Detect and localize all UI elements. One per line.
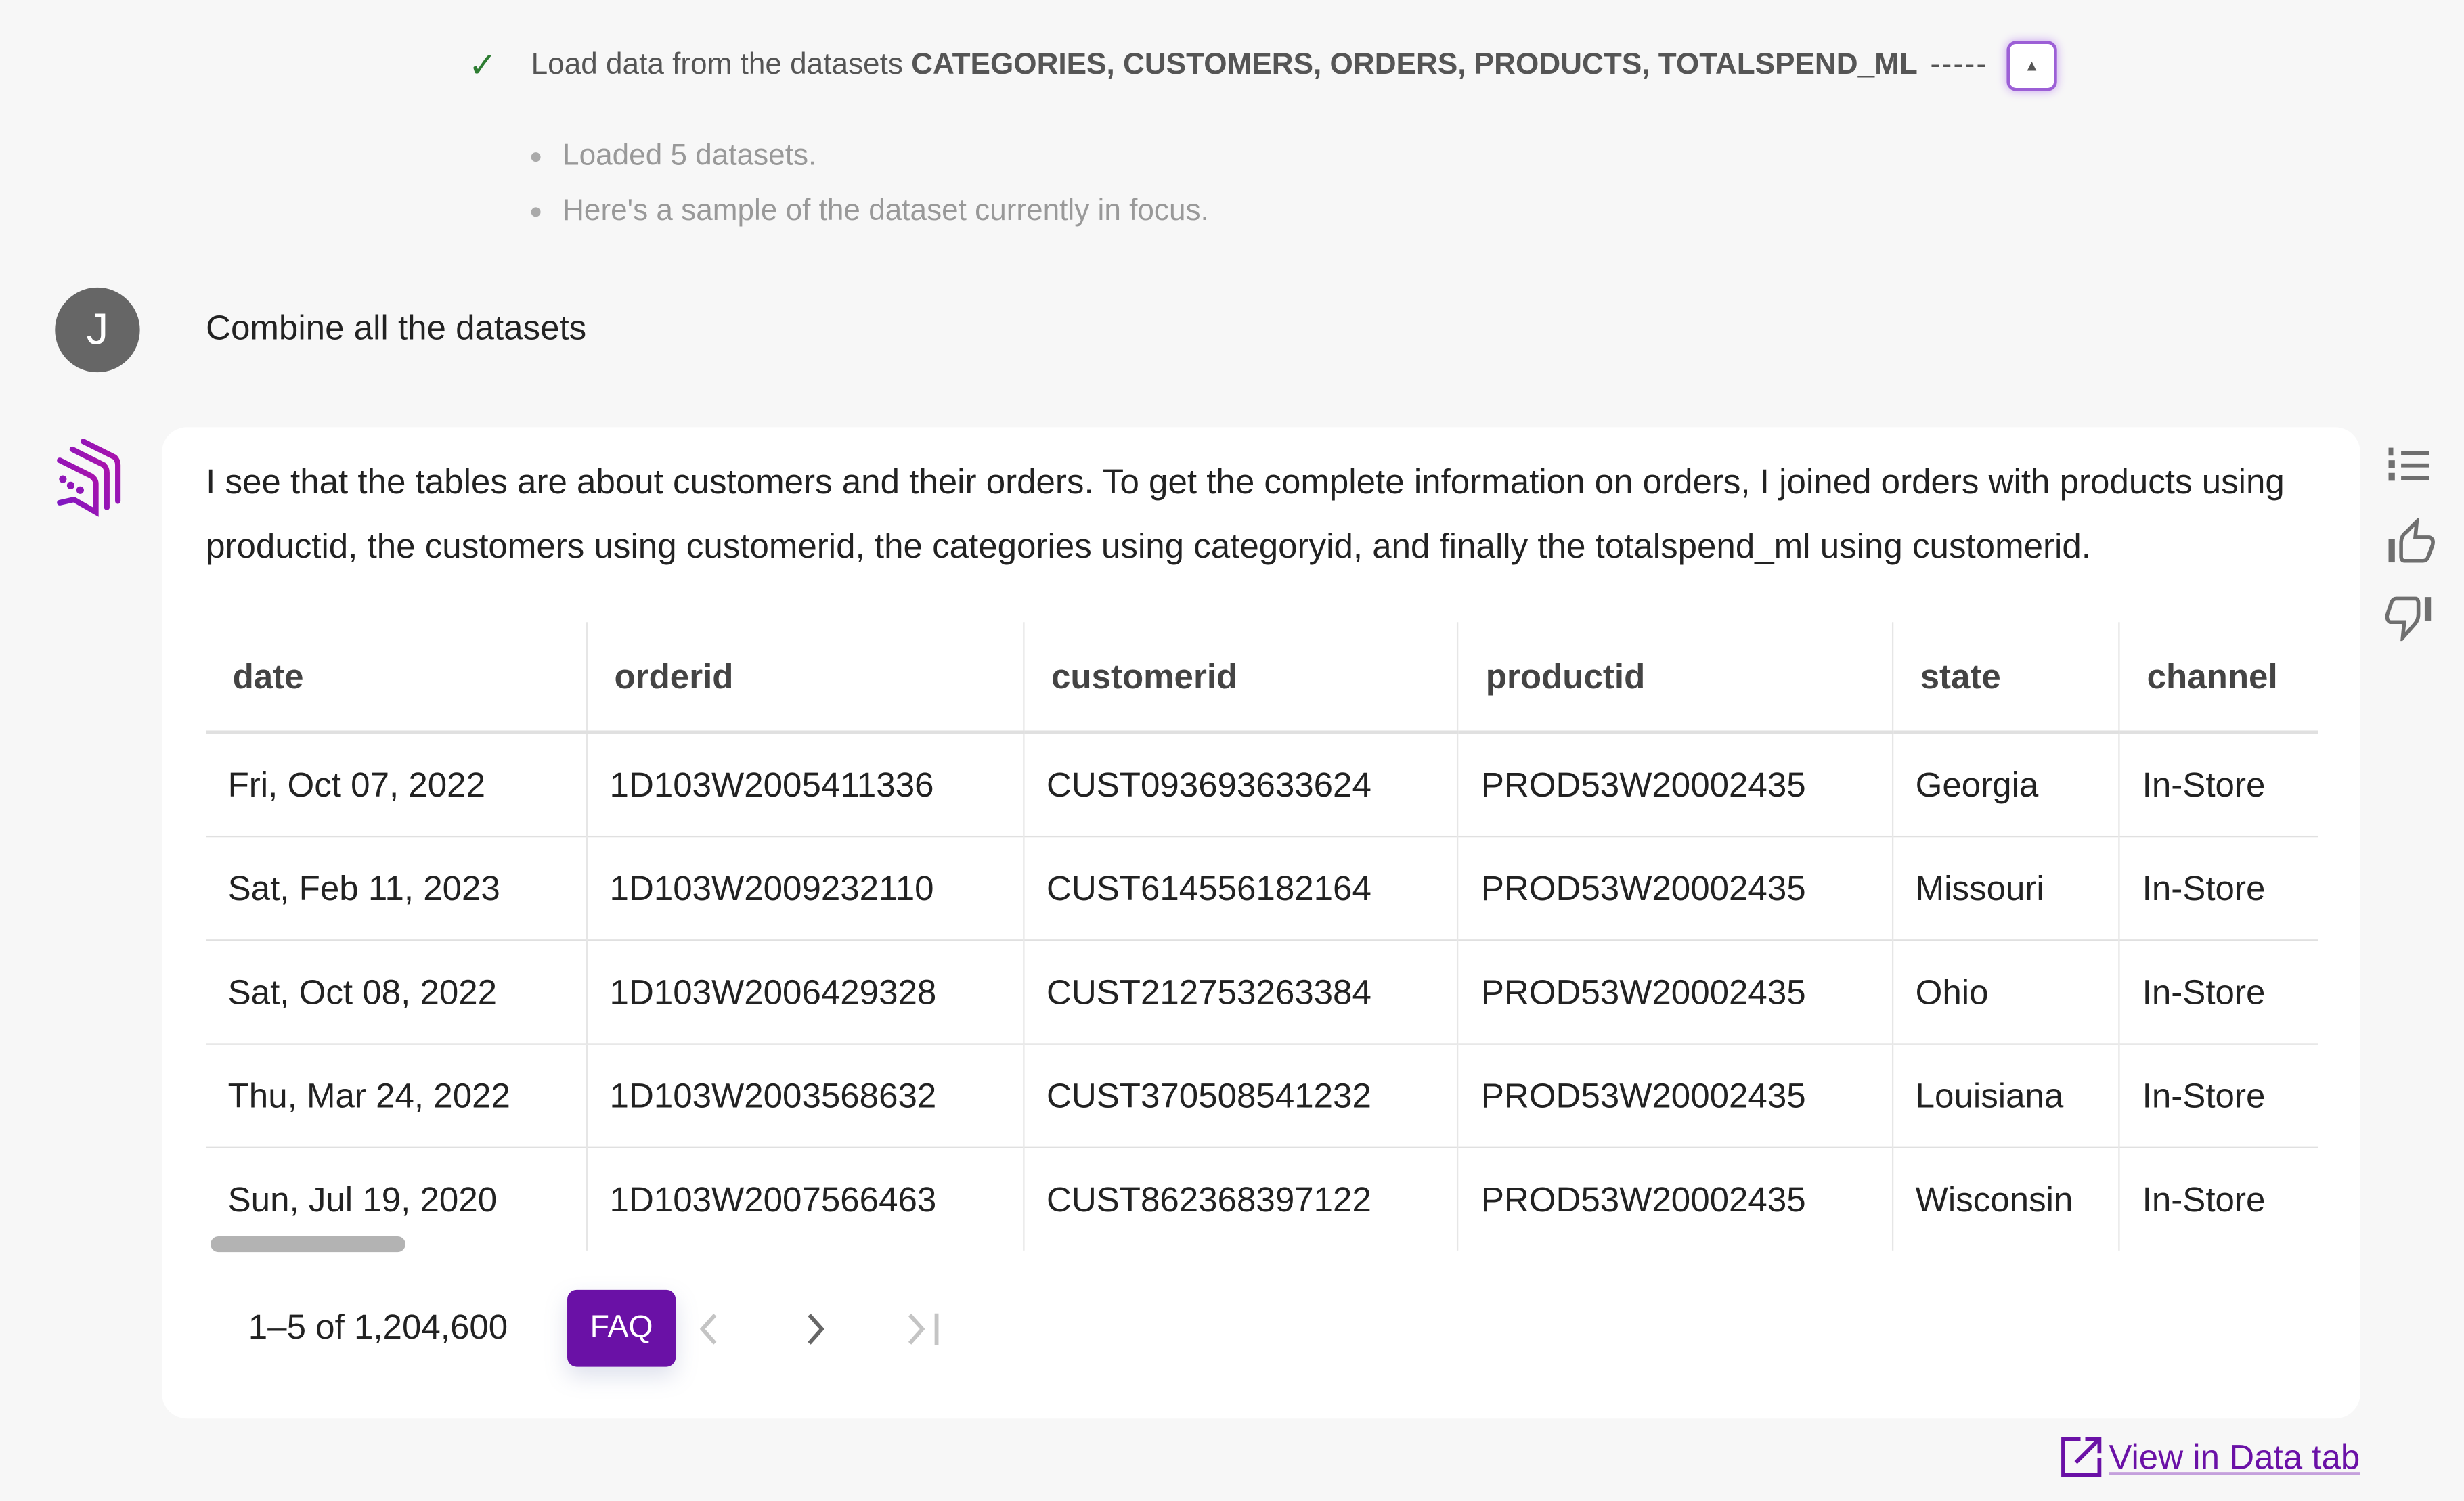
list-item: Here's a sample of the dataset currently… (531, 184, 1209, 239)
column-header[interactable]: channel (2118, 622, 2318, 734)
table-cell: Sun, Jul 19, 2020 (206, 1146, 587, 1251)
table-cell: Sat, Feb 11, 2023 (206, 835, 587, 941)
table-cell: Wisconsin (1891, 1146, 2120, 1251)
collapse-button[interactable]: ▲ (2006, 41, 2057, 91)
table-cell: Louisiana (1891, 1043, 2120, 1148)
table-cell: Ohio (1891, 939, 2120, 1044)
table-row: Fri, Oct 07, 2022 1D103W2005411336 CUST093… (206, 732, 2318, 837)
assistant-message: I see that the tables are about customer… (206, 462, 2285, 566)
table-row: Thu, Mar 24, 2022 1D103W2003568632 CUST370… (206, 1043, 2318, 1148)
table-cell: CUST212753263384 (1023, 939, 1459, 1044)
step-dashes: ----- (1930, 48, 1988, 82)
table-row: Sun, Jul 19, 2020 1D103W2007566463 CUST862… (206, 1146, 2318, 1251)
avatar: J (55, 287, 140, 373)
user-message: Combine all the datasets (206, 307, 587, 348)
column-header[interactable]: customerid (1023, 622, 1459, 734)
table-cell: In-Store (2118, 939, 2318, 1044)
table-cell: Thu, Mar 24, 2022 (206, 1043, 587, 1148)
horizontal-scrollbar[interactable] (211, 1236, 405, 1253)
assistant-response-card: I see that the tables are about customer… (162, 427, 2360, 1419)
table-cell: Georgia (1891, 732, 2120, 837)
table-cell: CUST093693633624 (1023, 732, 1459, 837)
column-header[interactable]: orderid (586, 622, 1024, 734)
pagination-range: 1–5 of 1,204,600 (248, 1307, 508, 1347)
assistant-logo-icon (57, 439, 121, 517)
column-header[interactable]: productid (1457, 622, 1893, 734)
last-page-icon[interactable] (904, 1310, 944, 1348)
table-cell: 1D103W2005411336 (586, 732, 1024, 837)
table-row: Sat, Feb 11, 2023 1D103W2009232110 CUST614… (206, 835, 2318, 941)
table-cell: PROD53W20002435 (1457, 1146, 1893, 1251)
table-cell: PROD53W20002435 (1457, 1043, 1893, 1148)
view-in-data-tab-link[interactable]: View in Data tab (2060, 1436, 2360, 1479)
table-cell: Fri, Oct 07, 2022 (227, 764, 485, 804)
table-cell: 1D103W2007566463 (586, 1146, 1024, 1251)
table-row: Sat, Oct 08, 2022 1D103W2006429328 CUST212… (206, 939, 2318, 1044)
step-datasets: CATEGORIES, CUSTOMERS, ORDERS, PRODUCTS,… (911, 48, 1918, 82)
thumbs-down-icon[interactable] (2385, 593, 2436, 642)
table-cell: Sat, Oct 08, 2022 (206, 939, 587, 1044)
table-cell: CUST370508541232 (1023, 1043, 1459, 1148)
chevron-left-icon[interactable] (696, 1310, 721, 1348)
thumbs-up-icon[interactable] (2385, 518, 2436, 566)
table-cell: PROD53W20002435 (1457, 732, 1893, 837)
bullet-icon (531, 206, 541, 217)
table-cell: CUST862368397122 (1023, 1146, 1459, 1251)
step-details: Loaded 5 datasets. Here's a sample of th… (531, 129, 1209, 238)
check-icon: ✓ (468, 45, 498, 85)
table-cell: In-Store (2118, 1146, 2318, 1251)
load-data-step: ✓ Load data from the datasets CATEGORIES… (468, 41, 2057, 91)
table-cell: Missouri (1891, 835, 2120, 941)
table-header: date orderid customerid productid state … (206, 622, 2318, 734)
faq-button[interactable]: FAQ (567, 1289, 676, 1367)
table-cell: 1D103W2006429328 (586, 939, 1024, 1044)
view-in-data-tab-label: View in Data tab (2109, 1436, 2360, 1476)
table-cell: PROD53W20002435 (1457, 835, 1893, 941)
table-cell: In-Store (2118, 1043, 2318, 1148)
table-cell: 1D103W2009232110 (586, 835, 1024, 941)
chevron-right-icon[interactable] (803, 1310, 828, 1348)
numbered-list-icon[interactable] (2385, 446, 2433, 484)
table-cell: PROD53W20002435 (1457, 939, 1893, 1044)
table-cell: In-Store (2118, 732, 2318, 837)
column-header[interactable]: date (206, 622, 587, 734)
bullet-icon (531, 152, 541, 161)
table-cell: In-Store (2118, 835, 2318, 941)
list-item: Loaded 5 datasets. (531, 129, 1209, 183)
external-link-icon (2061, 1437, 2102, 1477)
table-cell: 1D103W2003568632 (586, 1043, 1024, 1148)
data-table: date orderid customerid productid state … (206, 622, 2318, 1251)
table-cell: CUST614556182164 (1023, 835, 1459, 941)
caret-up-icon: ▲ (2023, 57, 2040, 75)
step-prefix: Load data from the datasets (531, 48, 903, 82)
column-header[interactable]: state (1891, 622, 2120, 734)
